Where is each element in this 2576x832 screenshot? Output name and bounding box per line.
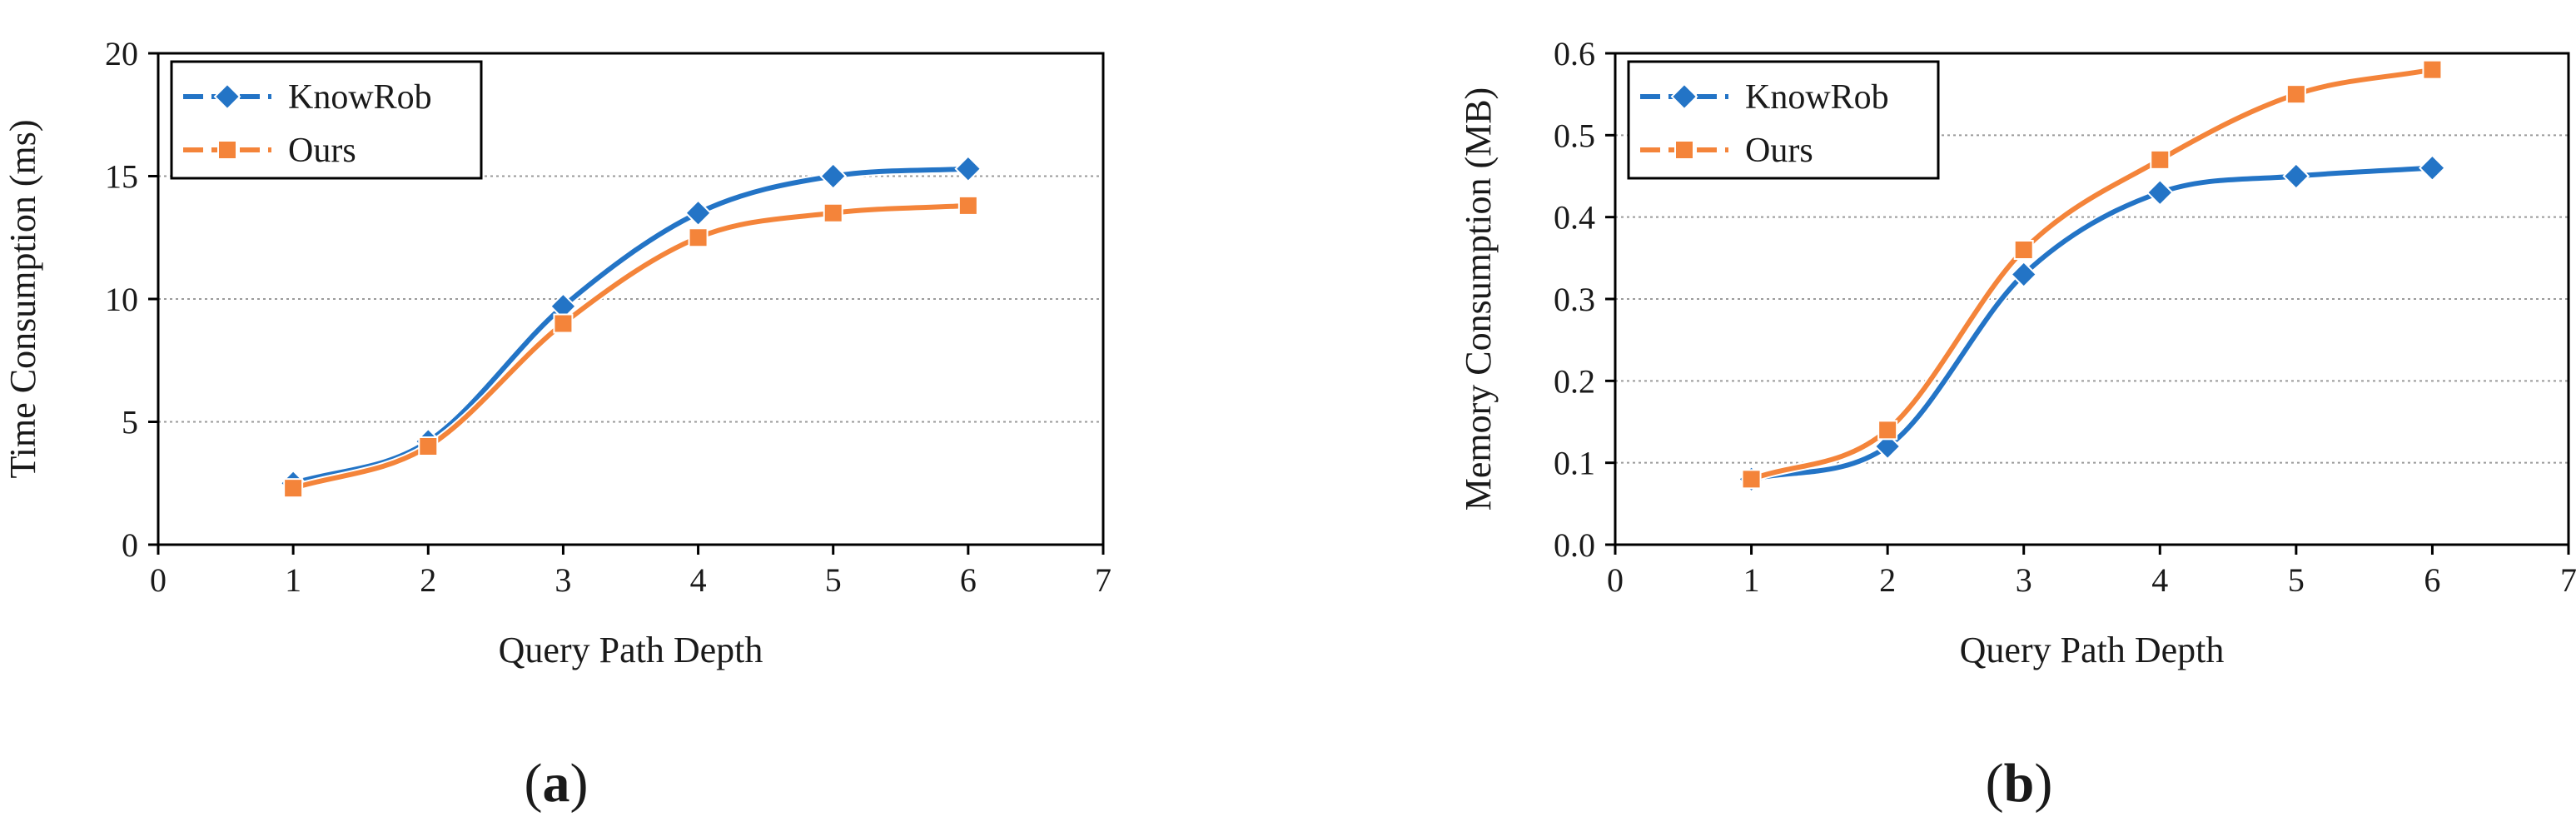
chart-b-point-ours — [2013, 240, 2034, 260]
chart-b-y-tick-label: 0.4 — [1554, 199, 1595, 237]
chart-b-y-tick-label: 0.0 — [1554, 526, 1595, 564]
panel-label-a: (a) — [525, 753, 589, 814]
chart-a-y-tick-label: 10 — [105, 281, 138, 318]
chart-b-y-tick-label: 0.1 — [1554, 445, 1595, 482]
chart-a-x-tick-label: 0 — [150, 561, 167, 599]
chart-b-legend-label-knowrob: KnowRob — [1745, 78, 1889, 117]
chart-a-series-halo — [289, 164, 972, 488]
chart-a-x-tick-label: 3 — [554, 561, 571, 599]
chart-b-point-ours — [2422, 59, 2443, 80]
chart-a-point-ours — [553, 313, 574, 334]
panel-label-b: (b) — [1986, 753, 2053, 814]
chart-b-y-tick-label: 0.2 — [1554, 362, 1595, 400]
chart-a-point-ours — [418, 436, 439, 456]
chart-b-legend-marker-knowrob — [1670, 82, 1698, 111]
chart-a-legend-marker-ours — [217, 140, 237, 160]
chart-a-y-tick-label: 0 — [122, 526, 138, 564]
chart-a-y-tick-label: 5 — [122, 404, 138, 441]
chart-a-point-knowrob — [954, 155, 982, 183]
chart-b-point-ours — [1877, 420, 1898, 441]
chart-a-x-tick-label: 7 — [1095, 561, 1111, 599]
chart-b-series-line-knowrob — [1748, 165, 2435, 482]
chart-b-y-tick-label: 0.3 — [1554, 281, 1595, 318]
chart-a-point-ours — [283, 478, 304, 499]
chart-a-legend-label-knowrob: KnowRob — [288, 78, 432, 117]
chart-a-series-line-ours — [291, 202, 971, 491]
chart-b-legend-marker-ours — [1674, 140, 1694, 160]
chart-b-point-knowrob — [2282, 162, 2310, 190]
chart-a-point-ours — [957, 195, 978, 216]
chart-a-y-axis-title: Time Consumption (ms) — [2, 119, 43, 478]
chart-a-y-tick-label: 15 — [105, 158, 138, 196]
chart-b-point-ours — [2150, 149, 2171, 170]
chart-a-time-consumption: 0 5 10 15 20 0 1 2 3 4 5 6 7 Query Path Depth Time Con… — [2, 35, 1111, 670]
chart-b-x-tick-label: 3 — [2016, 561, 2032, 599]
chart-b-point-knowrob — [2419, 154, 2446, 182]
chart-b-x-tick-label: 5 — [2288, 561, 2305, 599]
chart-a-point-ours — [823, 202, 843, 223]
chart-b-point-knowrob — [2146, 178, 2174, 207]
chart-b-point-ours — [2285, 84, 2306, 105]
chart-b-x-tick-label: 1 — [1743, 561, 1760, 599]
chart-a-series-halo — [289, 201, 972, 493]
chart-a-legend-marker-knowrob — [213, 82, 241, 111]
chart-b-memory-consumption: 0.0 0.1 0.2 0.3 0.4 0.5 0.6 0 1 2 3 4 5 6 7 Query Path … — [1458, 35, 2576, 670]
chart-a-legend-label-ours: Ours — [288, 132, 356, 170]
chart-b-x-tick-label: 4 — [2151, 561, 2168, 599]
chart-a-x-tick-label: 5 — [825, 561, 842, 599]
chart-b-x-tick-label: 7 — [2560, 561, 2576, 599]
chart-b-y-tick-label: 0.5 — [1554, 117, 1595, 154]
chart-a-series-line-knowrob — [291, 166, 971, 486]
chart-a-point-knowrob — [684, 199, 712, 227]
chart-b-x-tick-label: 6 — [2424, 561, 2440, 599]
chart-b-y-tick-label: 0.6 — [1554, 35, 1595, 72]
chart-b-legend: KnowRob Ours — [1627, 60, 1940, 180]
chart-b-point-ours — [1741, 469, 1762, 490]
chart-b-x-tick-label: 2 — [1879, 561, 1896, 599]
chart-a-point-knowrob — [819, 162, 848, 190]
chart-a-x-tick-label: 2 — [420, 561, 436, 599]
chart-b-point-knowrob — [2010, 261, 2038, 288]
chart-b-legend-label-ours: Ours — [1745, 132, 1813, 170]
chart-a-legend: KnowRob Ours — [170, 60, 483, 180]
chart-b-x-tick-label: 0 — [1607, 561, 1624, 599]
chart-a-x-tick-label: 6 — [960, 561, 977, 599]
chart-b-series-halo — [1747, 163, 2437, 484]
chart-a-x-tick-label: 4 — [690, 561, 707, 599]
chart-a-x-axis-title: Query Path Depth — [499, 630, 763, 670]
chart-b-y-axis-title: Memory Consumption (MB) — [1458, 87, 1499, 511]
chart-a-point-ours — [688, 227, 709, 248]
chart-a-x-tick-label: 1 — [285, 561, 301, 599]
chart-a-y-tick-label: 20 — [105, 35, 138, 72]
chart-b-legend-box — [1627, 60, 1940, 180]
chart-b-x-axis-title: Query Path Depth — [1960, 630, 2225, 670]
